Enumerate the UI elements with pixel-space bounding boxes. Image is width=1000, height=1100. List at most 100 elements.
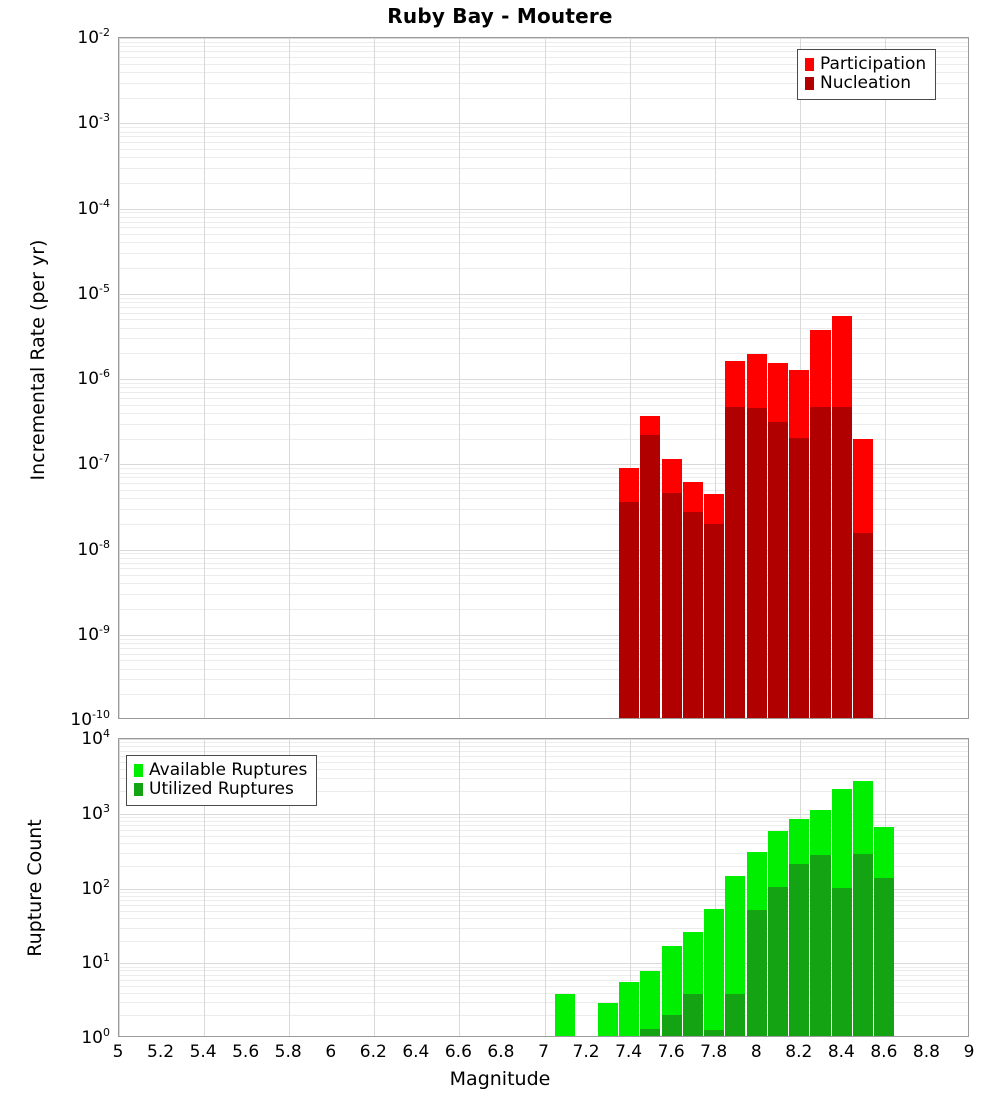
bar [618,982,640,1036]
x-tick-label: 5 [112,1042,124,1062]
top-y-tick-labels: 10-2 10-3 10-4 10-5 10-6 10-7 10-8 10-9 10-10 [0,26,110,730]
bar [704,494,725,718]
bar [789,819,810,1036]
bar [746,354,767,718]
nucleation-segment [725,407,746,718]
x-tick-label: 8 [750,1042,762,1062]
legend-label: Utilized Ruptures [149,779,294,800]
utilized-segment [725,993,746,1036]
top-y-axis-title: Incremental Rate (per yr) [27,239,49,481]
nucleation-segment [704,523,725,718]
y-tick-label: 10-8 [77,537,110,560]
nucleation-segment [661,492,682,718]
nucleation-segment [682,512,703,718]
y-tick-label: 10-2 [77,26,110,48]
x-tick-label: 6.2 [359,1042,387,1062]
x-tick-label: 6.4 [402,1042,430,1062]
utilized-segment [746,910,767,1036]
bottom-legend-swatch-icon [134,764,143,778]
x-tick-label: 5.8 [274,1042,302,1062]
bar [682,482,703,718]
y-tick-label: 101 [81,951,110,974]
utilized-segment [789,864,810,1036]
x-tick-label: 7.6 [657,1042,685,1062]
y-tick-label: 100 [81,1026,110,1048]
bar [661,458,682,718]
bar [789,370,810,718]
y-tick-label: 10-4 [77,196,110,219]
y-tick-label: 10-3 [77,111,110,134]
bar [597,1002,618,1036]
bar [725,875,746,1036]
bar [640,415,661,718]
bar [852,780,874,1036]
x-tick-label: 7.8 [700,1042,728,1062]
legend-item: Available Ruptures [134,760,308,780]
legend-item: Utilized Ruptures [134,779,307,800]
bottom-legend-swatch-icon [134,783,143,797]
bar [682,931,703,1036]
x-tick-label: 6.8 [487,1042,515,1062]
bar [746,851,767,1036]
y-tick-label: 102 [81,876,110,899]
y-tick-label: 10-6 [77,367,110,389]
bar [874,827,895,1036]
legend-item: Nucleation [805,73,926,94]
top-plot-area [118,37,969,719]
bar [640,971,661,1036]
nucleation-segment [789,438,810,718]
x-tick-label: 7.4 [615,1042,643,1062]
x-tick-label: 7.2 [572,1042,600,1062]
bottom-y-tick-labels: 104 103 102 101 100 [0,727,110,1048]
bottom-y-axis-title: Rupture Count [24,819,46,957]
legend-label: Nucleation [820,73,912,94]
x-tick-label: 8.6 [870,1042,898,1062]
x-tick-label: 7 [538,1042,549,1062]
nucleation-segment [746,408,767,718]
bar [810,329,831,718]
legend-label: Available Ruptures [149,760,308,780]
nucleation-segment [767,421,788,718]
utilized-segment [682,994,703,1036]
x-tick-label: 5.2 [147,1042,175,1062]
y-tick-label: 10-9 [77,622,110,645]
utilized-segment [874,877,895,1036]
bar [810,810,831,1036]
nucleation-segment [618,502,640,718]
x-tick-label: 6.6 [444,1042,472,1062]
bar [661,946,682,1036]
utilized-segment [640,1028,661,1036]
utilized-segment [661,1015,682,1036]
top-legend-swatch-icon [805,77,814,91]
x-tick-label: 8.2 [785,1042,813,1062]
utilized-segment [767,886,788,1036]
top-legend: Participation Nucleation [797,49,937,101]
nucleation-segment [831,406,852,718]
y-tick-label: 10-5 [77,281,110,304]
bar [767,830,788,1036]
bottom-legend: Available Ruptures Utilized Ruptures [126,755,318,807]
utilized-segment [810,855,831,1036]
x-axis-title: Magnitude [449,1068,551,1090]
utilized-segment [704,1030,725,1036]
y-tick-label: 10-7 [77,452,110,475]
x-tick-label: 9 [963,1042,975,1062]
bar [555,994,576,1036]
nucleation-segment [640,434,661,718]
top-legend-swatch-icon [805,58,814,72]
x-tick-label: 8.8 [912,1042,940,1062]
bar [704,909,725,1036]
nucleation-segment [852,532,874,718]
nucleation-segment [810,406,831,718]
utilized-segment [852,854,874,1036]
page-title: Ruby Bay - Moutere [387,4,613,28]
y-tick-label: 104 [81,727,110,749]
y-tick-label: 103 [81,801,110,824]
x-tick-label: 8.4 [827,1042,855,1062]
y-tick-label: 10-10 [70,708,110,730]
utilized-segment [831,888,852,1036]
x-tick-label: 6 [325,1042,337,1062]
legend-item: Participation [805,54,926,74]
bar [831,789,852,1036]
